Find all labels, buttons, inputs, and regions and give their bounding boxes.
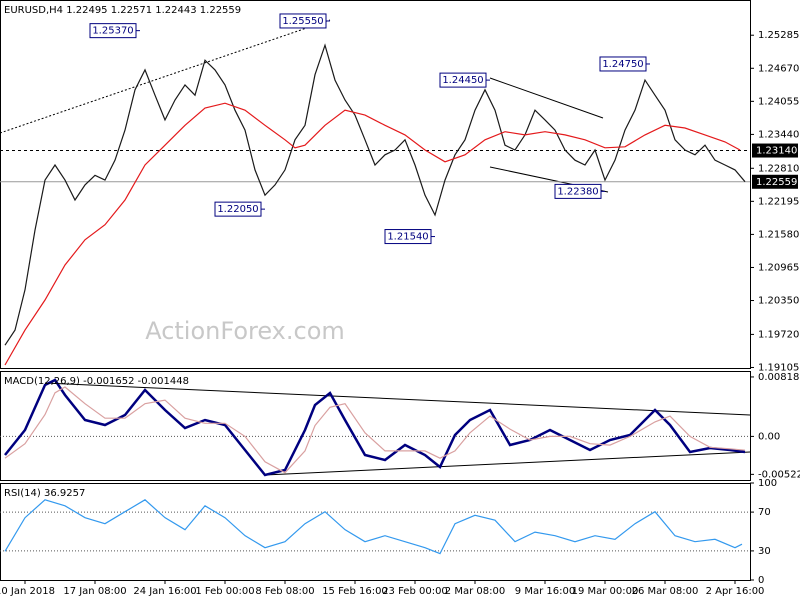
x-tick-label: 23 Feb 00:00 bbox=[382, 586, 448, 597]
annotation-box bbox=[439, 72, 487, 88]
y-tick-label: 1.21580 bbox=[758, 229, 799, 240]
annotation-box bbox=[554, 183, 602, 199]
y-tick-label: 100 bbox=[758, 478, 777, 489]
y-tick-label: 1.23440 bbox=[758, 129, 799, 140]
y-tick-label: 30 bbox=[758, 546, 771, 557]
trend-line bbox=[44, 382, 751, 416]
x-tick-label: 9 Mar 16:00 bbox=[515, 586, 575, 597]
trend-line bbox=[489, 77, 604, 119]
annotation-label: 1.21540 bbox=[387, 232, 428, 243]
y-tick-label: 1.19720 bbox=[758, 329, 799, 340]
series-line bbox=[4, 386, 746, 474]
y-tick-label: 1.19105 bbox=[758, 362, 799, 373]
y-tick-label: 0 bbox=[758, 575, 764, 586]
panel-border bbox=[0, 371, 751, 481]
annotation-label: 1.25370 bbox=[92, 26, 133, 37]
y-tick-label: 1.20350 bbox=[758, 296, 799, 307]
price-label-box bbox=[752, 143, 798, 158]
y-tick-label: 70 bbox=[758, 507, 771, 518]
panel-border bbox=[0, 483, 751, 581]
price-label: 1.22559 bbox=[756, 177, 797, 188]
annotation-label: 1.24750 bbox=[602, 59, 643, 70]
annotation-label: 1.24450 bbox=[442, 75, 483, 86]
annotation-box bbox=[214, 201, 262, 217]
annotation-box bbox=[384, 229, 432, 245]
y-tick-label: -0.005223 bbox=[758, 469, 800, 480]
x-tick-label: 8 Feb 08:00 bbox=[255, 586, 314, 597]
y-tick-label: 1.24670 bbox=[758, 63, 799, 74]
price-label-box bbox=[752, 174, 798, 189]
y-tick-label: 1.25285 bbox=[758, 30, 799, 41]
y-tick-label: 1.24055 bbox=[758, 96, 799, 107]
trend-line bbox=[264, 451, 751, 476]
series-line bbox=[4, 43, 746, 346]
price-label: 1.23140 bbox=[756, 146, 797, 157]
x-tick-label: 15 Feb 16:00 bbox=[322, 586, 388, 597]
y-tick-label: 1.22810 bbox=[758, 163, 799, 174]
watermark: ActionForex.com bbox=[145, 317, 345, 345]
annotation-label: 1.22050 bbox=[217, 204, 258, 215]
y-tick-label: 0.008182 bbox=[758, 372, 800, 383]
series-line bbox=[4, 499, 743, 555]
annotation-label: 1.22380 bbox=[557, 186, 598, 197]
panel-title: EURUSD,H4 1.22495 1.22571 1.22443 1.2255… bbox=[4, 5, 241, 16]
x-tick-label: 10 Jan 2018 bbox=[0, 586, 55, 597]
series-line bbox=[4, 102, 741, 366]
x-tick-label: 24 Jan 16:00 bbox=[133, 586, 196, 597]
y-tick-label: 1.20965 bbox=[758, 262, 799, 273]
x-tick-label: 2 Mar 08:00 bbox=[445, 586, 505, 597]
x-tick-label: 1 Feb 00:00 bbox=[195, 586, 254, 597]
panel-title: MACD(12,26,9) -0.001652 -0.001448 bbox=[4, 376, 189, 387]
panel-title: RSI(14) 36.9257 bbox=[4, 488, 85, 499]
y-tick-label: 0.00 bbox=[758, 431, 780, 442]
x-tick-label: 2 Apr 16:00 bbox=[706, 586, 765, 597]
annotation-box bbox=[599, 56, 647, 72]
annotation-box bbox=[279, 13, 327, 29]
annotation-label: 1.25550 bbox=[282, 16, 323, 27]
y-tick-label: 1.22195 bbox=[758, 196, 799, 207]
panel-border bbox=[0, 0, 751, 369]
x-tick-label: 17 Jan 08:00 bbox=[63, 586, 126, 597]
x-tick-label: 19 Mar 00:00 bbox=[572, 586, 639, 597]
annotation-box bbox=[89, 23, 137, 39]
x-tick-label: 26 Mar 08:00 bbox=[632, 586, 699, 597]
